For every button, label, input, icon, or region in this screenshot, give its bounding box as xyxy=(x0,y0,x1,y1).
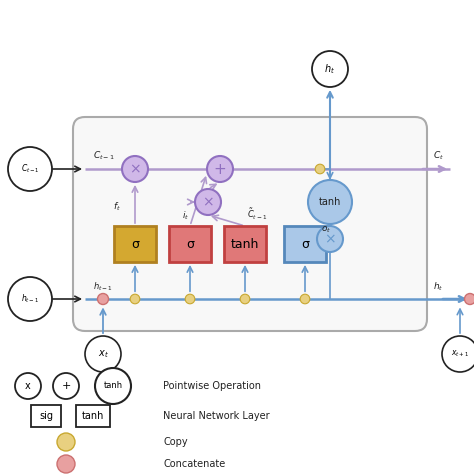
Circle shape xyxy=(53,373,79,399)
FancyBboxPatch shape xyxy=(114,226,156,262)
Text: σ: σ xyxy=(186,237,194,250)
Text: ×: × xyxy=(202,195,214,209)
Text: Copy: Copy xyxy=(163,437,188,447)
Text: Concatenate: Concatenate xyxy=(163,459,225,469)
Circle shape xyxy=(85,336,121,372)
Circle shape xyxy=(308,180,352,224)
Circle shape xyxy=(442,336,474,372)
FancyBboxPatch shape xyxy=(73,117,427,331)
Circle shape xyxy=(95,368,131,404)
Text: +: + xyxy=(214,162,227,176)
Text: Neural Network Layer: Neural Network Layer xyxy=(163,411,270,421)
Circle shape xyxy=(240,294,250,304)
Text: ×: × xyxy=(324,232,336,246)
Circle shape xyxy=(315,164,325,174)
Text: Pointwise Operation: Pointwise Operation xyxy=(163,381,261,391)
Text: $o_t$: $o_t$ xyxy=(321,224,331,235)
Circle shape xyxy=(98,293,109,304)
Circle shape xyxy=(57,455,75,473)
Text: tanh: tanh xyxy=(319,197,341,207)
Circle shape xyxy=(8,277,52,321)
Text: tanh: tanh xyxy=(231,237,259,250)
Text: $h_t$: $h_t$ xyxy=(433,281,443,293)
Circle shape xyxy=(8,147,52,191)
Circle shape xyxy=(15,373,41,399)
Text: $C_{t-1}$: $C_{t-1}$ xyxy=(20,163,39,175)
Text: $i_t$: $i_t$ xyxy=(182,209,189,221)
Text: $C_t$: $C_t$ xyxy=(433,149,444,162)
Text: σ: σ xyxy=(131,237,139,250)
Text: +: + xyxy=(61,381,71,391)
FancyBboxPatch shape xyxy=(169,226,211,262)
Text: $x_{t+1}$: $x_{t+1}$ xyxy=(451,349,469,359)
Text: $x_t$: $x_t$ xyxy=(98,348,109,360)
FancyBboxPatch shape xyxy=(31,405,61,427)
Circle shape xyxy=(207,156,233,182)
FancyBboxPatch shape xyxy=(224,226,266,262)
Circle shape xyxy=(317,226,343,252)
Circle shape xyxy=(312,51,348,87)
Text: $C_{t-1}$: $C_{t-1}$ xyxy=(93,149,115,162)
Circle shape xyxy=(195,189,221,215)
Text: $h_{t-1}$: $h_{t-1}$ xyxy=(93,281,113,293)
Text: σ: σ xyxy=(301,237,309,250)
Circle shape xyxy=(300,294,310,304)
Circle shape xyxy=(465,293,474,304)
Circle shape xyxy=(185,294,195,304)
Text: $h_t$: $h_t$ xyxy=(325,62,336,76)
Text: tanh: tanh xyxy=(82,411,104,421)
Circle shape xyxy=(130,294,140,304)
Text: $\tilde{C}_{t-1}$: $\tilde{C}_{t-1}$ xyxy=(247,206,267,221)
Text: sig: sig xyxy=(39,411,53,421)
FancyBboxPatch shape xyxy=(284,226,326,262)
FancyBboxPatch shape xyxy=(75,405,110,427)
Text: x: x xyxy=(25,381,31,391)
Circle shape xyxy=(57,433,75,451)
Text: $h_{t-1}$: $h_{t-1}$ xyxy=(21,293,39,305)
Text: tanh: tanh xyxy=(103,382,123,391)
Text: $f_t$: $f_t$ xyxy=(113,200,121,213)
Text: ×: × xyxy=(129,162,141,176)
Circle shape xyxy=(122,156,148,182)
